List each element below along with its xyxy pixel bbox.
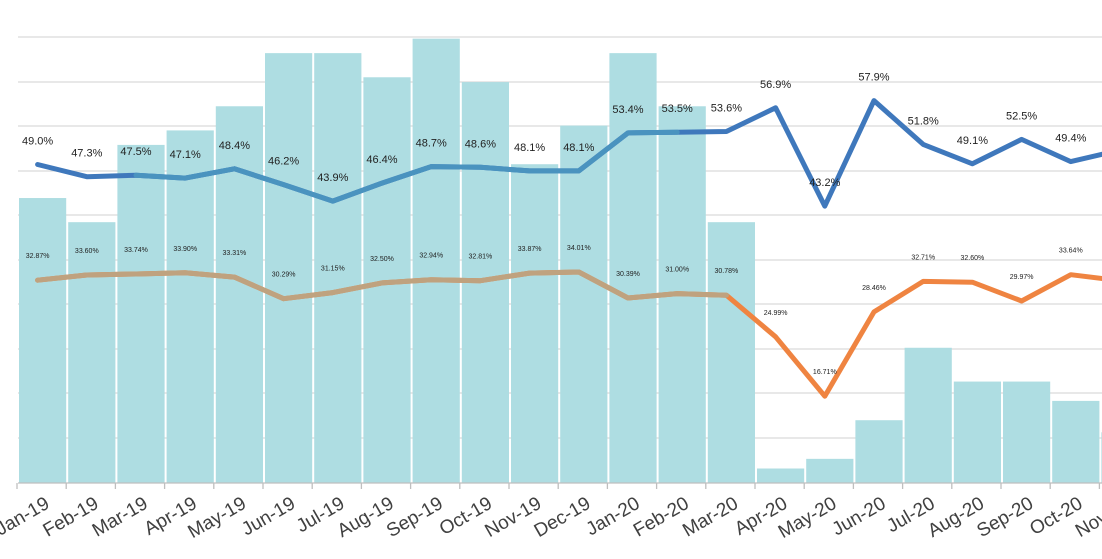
bar-apr-19 xyxy=(166,130,214,483)
data-label-series-1-apr-19: 47.1% xyxy=(170,149,201,161)
data-label-series-2-feb-20: 31.00% xyxy=(665,267,689,274)
x-tick-label-feb-20: Feb-20 xyxy=(630,493,693,541)
data-label-series-1-may-20: 43.2% xyxy=(809,177,840,189)
data-label-series-2-apr-19: 33.90% xyxy=(173,246,197,253)
data-label-series-1-oct-20: 49.4% xyxy=(1055,133,1086,145)
bar-dec-19 xyxy=(560,125,608,483)
data-label-series-2-oct-19: 32.81% xyxy=(469,254,493,261)
bar-nov-19 xyxy=(511,164,559,483)
bar-jul-19 xyxy=(314,53,362,483)
data-label-series-1-feb-19: 47.3% xyxy=(71,148,102,160)
x-tick-label-dec-19: Dec-19 xyxy=(531,493,595,542)
data-label-series-1-oct-19: 48.6% xyxy=(465,138,496,150)
data-label-series-2-sep-20: 29.97% xyxy=(1010,274,1034,281)
bar-series xyxy=(19,38,1102,484)
data-label-series-2-nov-19: 33.87% xyxy=(518,246,542,253)
data-label-series-1-jun-20: 57.9% xyxy=(858,72,889,84)
x-tick-label-mar-19: Mar-19 xyxy=(89,493,152,541)
data-label-series-2-mar-19: 33.74% xyxy=(124,247,148,254)
data-label-series-1-jun-19: 46.2% xyxy=(268,156,299,168)
bar-jan-20 xyxy=(609,53,657,483)
x-tick-label-jan-20: Jan-20 xyxy=(583,493,644,540)
data-label-series-2-jul-20: 32.71% xyxy=(911,254,935,261)
data-label-series-2-oct-20: 33.64% xyxy=(1059,248,1083,255)
line-series xyxy=(35,98,1102,399)
x-tick-label-nov-19: Nov-19 xyxy=(482,493,546,542)
x-tick-label-sep-19: Sep-19 xyxy=(383,493,447,542)
data-label-series-2-jan-19: 32.87% xyxy=(26,253,50,260)
data-label-series-2-dec-19: 34.01% xyxy=(567,245,591,252)
data-label-series-2-jun-20: 28.46% xyxy=(862,285,886,292)
bar-may-20 xyxy=(806,458,854,483)
bar-may-19 xyxy=(215,106,263,483)
data-label-series-2-feb-19: 33.60% xyxy=(75,248,99,255)
data-label-series-1-jul-19: 43.9% xyxy=(317,172,348,184)
data-label-series-1-dec-19: 48.1% xyxy=(563,142,594,154)
bar-feb-19 xyxy=(68,222,116,483)
data-label-series-2-jul-19: 31.15% xyxy=(321,266,345,273)
data-label-series-2-may-19: 33.31% xyxy=(223,250,247,257)
bar-apr-20 xyxy=(757,468,805,483)
data-label-series-1-jul-20: 51.8% xyxy=(908,115,939,127)
bar-mar-20 xyxy=(707,222,755,483)
data-label-series-2-apr-20: 24.99% xyxy=(764,310,788,317)
data-label-series-2-mar-20: 30.78% xyxy=(715,268,739,275)
data-label-series-1-nov-19: 48.1% xyxy=(514,142,545,154)
data-label-series-2-sep-19: 32.94% xyxy=(419,253,443,260)
line-series-1-overlap xyxy=(133,129,680,204)
bar-jan-19 xyxy=(19,198,67,483)
x-tick-label-aug-19: Aug-19 xyxy=(334,493,398,542)
x-tick-label-jun-20: Jun-20 xyxy=(829,493,890,540)
x-tick-label-feb-19: Feb-19 xyxy=(40,493,103,541)
x-tick-label-mar-20: Mar-20 xyxy=(679,493,742,541)
data-label-series-1-sep-19: 48.7% xyxy=(416,138,447,150)
bar-sep-20 xyxy=(1003,381,1051,483)
data-label-series-1-sep-20: 52.5% xyxy=(1006,110,1037,122)
data-label-series-1-feb-20: 53.5% xyxy=(662,103,693,115)
data-label-series-1-aug-20: 49.1% xyxy=(957,135,988,147)
data-label-series-1-jan-19: 49.0% xyxy=(22,135,53,147)
bar-jun-20 xyxy=(855,420,903,483)
bar-jun-19 xyxy=(265,53,313,483)
data-label-series-1-mar-20: 53.6% xyxy=(711,102,742,114)
bar-mar-19 xyxy=(117,144,165,483)
x-tick-label-aug-20: Aug-20 xyxy=(924,493,988,542)
bar-oct-20 xyxy=(1052,400,1100,483)
bar-sep-19 xyxy=(412,38,460,483)
x-axis: Jan-19Feb-19Mar-19Apr-19May-19Jun-19Jul-… xyxy=(0,482,1102,543)
line-series-2-overlap xyxy=(35,269,729,302)
bar-aug-20 xyxy=(953,381,1001,483)
bar-jul-20 xyxy=(904,347,952,483)
x-tick-label-sep-20: Sep-20 xyxy=(974,493,1038,542)
data-label-series-1-may-19: 48.4% xyxy=(219,140,250,152)
x-tick-label-jun-19: Jun-19 xyxy=(238,493,299,540)
data-label-series-1-apr-20: 56.9% xyxy=(760,79,791,91)
data-labels: 49.0% 47.3% 47.5% 47.1% 48.4% 46.2% 43.9% 46.4%… xyxy=(22,72,1087,377)
data-label-series-1-mar-19: 47.5% xyxy=(120,146,151,158)
data-label-series-2-jun-19: 30.29% xyxy=(272,272,296,279)
data-label-series-1-aug-19: 46.4% xyxy=(366,154,397,166)
data-label-series-1-jan-20: 53.4% xyxy=(612,104,643,116)
data-label-series-2-may-20: 16.71% xyxy=(813,369,837,376)
data-label-series-2-aug-19: 32.50% xyxy=(370,256,394,263)
data-label-series-2-jan-20: 30.39% xyxy=(616,271,640,278)
data-label-series-2-aug-20: 32.60% xyxy=(961,255,985,262)
